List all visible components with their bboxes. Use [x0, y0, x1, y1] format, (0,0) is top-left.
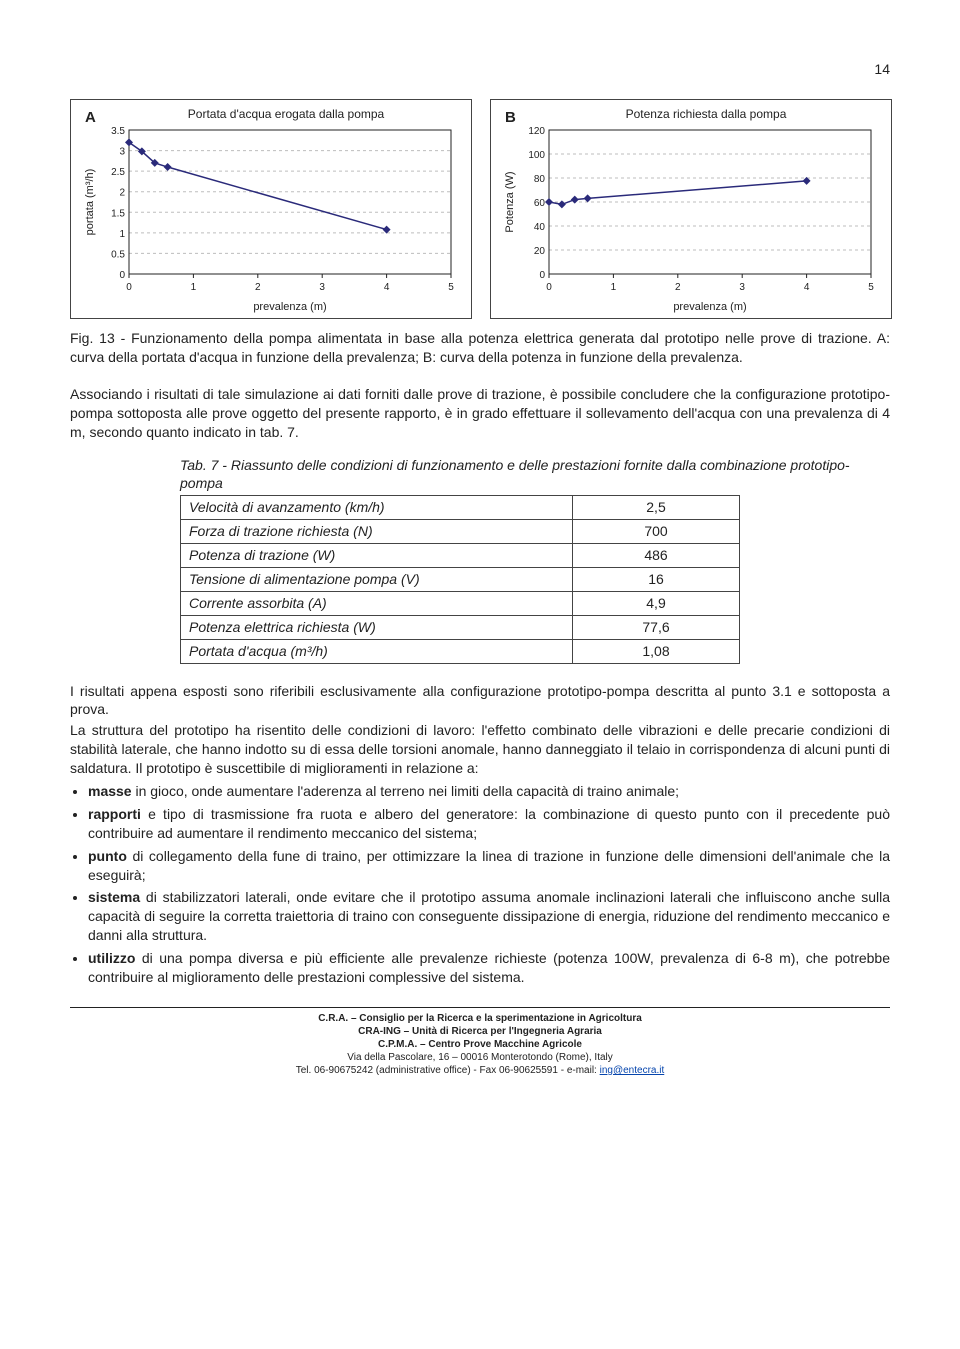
- svg-text:prevalenza (m): prevalenza (m): [673, 301, 746, 313]
- svg-text:40: 40: [534, 222, 546, 233]
- chart-a-box: A Portata d'acqua erogata dalla pompa 00…: [70, 99, 472, 319]
- svg-text:5: 5: [448, 282, 454, 293]
- table-row: Potenza elettrica richiesta (W)77,6: [181, 615, 740, 639]
- table-cell-value: 1,08: [573, 639, 740, 663]
- table-cell-value: 700: [573, 520, 740, 544]
- table-cell-value: 486: [573, 544, 740, 568]
- table-cell-value: 4,9: [573, 591, 740, 615]
- footer-line-4: Via della Pascolare, 16 – 00016 Monterot…: [70, 1051, 890, 1064]
- table-cell-value: 16: [573, 567, 740, 591]
- table-cell-value: 2,5: [573, 496, 740, 520]
- list-item: masse in gioco, onde aumentare l'aderenz…: [88, 782, 890, 801]
- bullet-list: masse in gioco, onde aumentare l'aderenz…: [70, 782, 890, 987]
- paragraph-2a: I risultati appena esposti sono riferibi…: [70, 682, 890, 720]
- svg-text:2: 2: [119, 188, 125, 199]
- svg-text:0: 0: [539, 270, 545, 281]
- footer-line-1: C.R.A. – Consiglio per la Ricerca e la s…: [70, 1012, 890, 1025]
- svg-text:0: 0: [546, 282, 552, 293]
- table-cell-label: Corrente assorbita (A): [181, 591, 573, 615]
- svg-text:4: 4: [384, 282, 390, 293]
- svg-text:0: 0: [126, 282, 132, 293]
- svg-text:portata (m³/h): portata (m³/h): [84, 169, 96, 236]
- footer: C.R.A. – Consiglio per la Ricerca e la s…: [70, 1012, 890, 1077]
- table-row: Portata d'acqua (m³/h)1,08: [181, 639, 740, 663]
- svg-text:120: 120: [528, 126, 545, 137]
- svg-text:2: 2: [255, 282, 261, 293]
- svg-text:100: 100: [528, 150, 545, 161]
- chart-b-label: B: [505, 108, 516, 128]
- svg-text:4: 4: [804, 282, 810, 293]
- table-row: Potenza di trazione (W)486: [181, 544, 740, 568]
- svg-text:3: 3: [119, 147, 125, 158]
- table-cell-label: Tensione di alimentazione pompa (V): [181, 567, 573, 591]
- footer-email-link[interactable]: ing@entecra.it: [600, 1065, 665, 1076]
- svg-text:3: 3: [319, 282, 325, 293]
- footer-tel: Tel. 06-90675242 (administrative office)…: [296, 1065, 600, 1076]
- table-row: Velocità di avanzamento (km/h)2,5: [181, 496, 740, 520]
- table-row: Tensione di alimentazione pompa (V)16: [181, 567, 740, 591]
- svg-text:3.5: 3.5: [111, 126, 125, 137]
- chart-a-title: Portata d'acqua erogata dalla pompa: [111, 106, 461, 122]
- table-cell-label: Velocità di avanzamento (km/h): [181, 496, 573, 520]
- svg-text:0: 0: [119, 270, 125, 281]
- chart-b-box: B Potenza richiesta dalla pompa 02040608…: [490, 99, 892, 319]
- paragraph-2b: La struttura del prototipo ha risentito …: [70, 721, 890, 778]
- chart-b-title: Potenza richiesta dalla pompa: [531, 106, 881, 122]
- svg-text:2.5: 2.5: [111, 167, 125, 178]
- svg-text:3: 3: [739, 282, 745, 293]
- footer-line-3: C.P.M.A. – Centro Prove Macchine Agricol…: [70, 1038, 890, 1051]
- list-item: rapporti e tipo di trasmissione fra ruot…: [88, 805, 890, 843]
- footer-line-5: Tel. 06-90675242 (administrative office)…: [70, 1064, 890, 1077]
- svg-text:80: 80: [534, 174, 546, 185]
- svg-text:1: 1: [119, 229, 125, 240]
- charts-row: A Portata d'acqua erogata dalla pompa 00…: [70, 99, 890, 319]
- svg-text:2: 2: [675, 282, 681, 293]
- table-cell-label: Potenza elettrica richiesta (W): [181, 615, 573, 639]
- svg-text:Potenza (W): Potenza (W): [504, 172, 516, 233]
- svg-text:5: 5: [868, 282, 874, 293]
- table-cell-label: Potenza di trazione (W): [181, 544, 573, 568]
- svg-text:1: 1: [611, 282, 617, 293]
- chart-b-svg: 0 20 40 60 80 100 120 0 1 2 3 4 5 prevalenza (m) Poten…: [501, 124, 881, 314]
- svg-text:60: 60: [534, 198, 546, 209]
- svg-text:1.5: 1.5: [111, 208, 125, 219]
- paragraph-1: Associando i risultati di tale simulazio…: [70, 385, 890, 442]
- table-7: Velocità di avanzamento (km/h)2,5Forza d…: [180, 495, 740, 663]
- footer-rule: [70, 1007, 890, 1008]
- table-row: Corrente assorbita (A)4,9: [181, 591, 740, 615]
- figure-caption: Fig. 13 - Funzionamento della pompa alim…: [70, 329, 890, 367]
- list-item: sistema di stabilizzatori laterali, onde…: [88, 888, 890, 945]
- table-cell-value: 77,6: [573, 615, 740, 639]
- svg-text:prevalenza (m): prevalenza (m): [253, 301, 326, 313]
- svg-text:20: 20: [534, 246, 546, 257]
- svg-text:1: 1: [191, 282, 197, 293]
- table-cell-label: Forza di trazione richiesta (N): [181, 520, 573, 544]
- page-number: 14: [70, 60, 890, 79]
- chart-a-label: A: [85, 108, 96, 128]
- table-row: Forza di trazione richiesta (N)700: [181, 520, 740, 544]
- list-item: punto di collegamento della fune di trai…: [88, 847, 890, 885]
- table-caption: Tab. 7 - Riassunto delle condizioni di f…: [180, 456, 890, 494]
- footer-line-2: CRA-ING – Unità di Ricerca per l'Ingegne…: [70, 1025, 890, 1038]
- list-item: utilizzo di una pompa diversa e più effi…: [88, 949, 890, 987]
- table-cell-label: Portata d'acqua (m³/h): [181, 639, 573, 663]
- svg-text:0.5: 0.5: [111, 250, 125, 261]
- chart-a-svg: 0 0.5 1 1.5 2 2.5 3 3.5 0 1 2 3 4 5 prevalenza (m) port…: [81, 124, 461, 314]
